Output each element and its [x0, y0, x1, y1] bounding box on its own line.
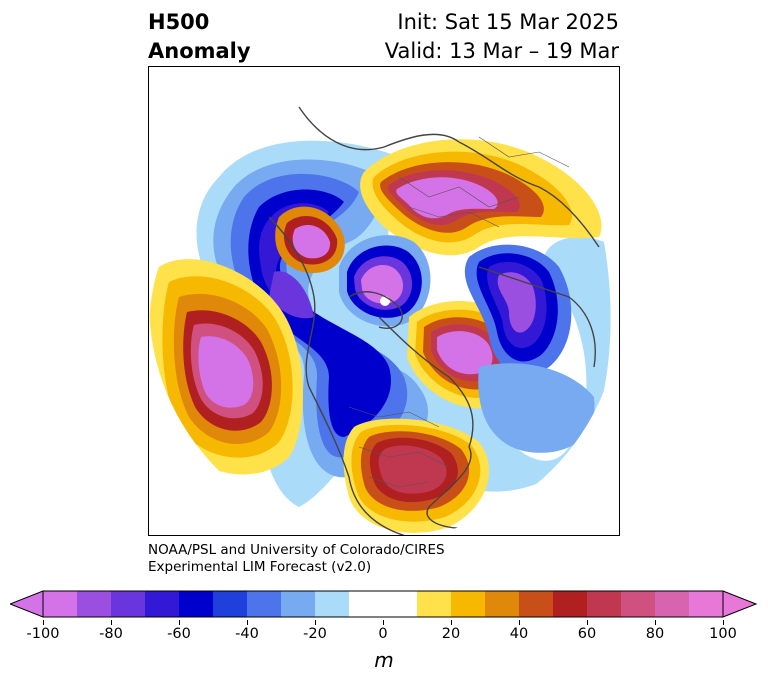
colorbar-cell	[553, 591, 588, 617]
political-borders	[348, 136, 570, 488]
eurasia-positive-anomaly	[275, 206, 345, 273]
colorbar-tick-label: -20	[303, 626, 327, 642]
map-title: H500 Anomaly	[148, 8, 251, 66]
title-quantity: Anomaly	[148, 39, 251, 63]
colorbar-cell	[383, 591, 418, 617]
colorbar-tick-mark	[247, 620, 248, 625]
colorbar-tick-mark	[383, 620, 384, 625]
colorbar-tick-mark	[43, 620, 44, 625]
colorbar-tick-label: 40	[509, 626, 529, 642]
colorbar-cell	[689, 591, 724, 617]
colorbar-high-extension	[722, 590, 758, 618]
colorbar-tick-mark	[111, 620, 112, 625]
colorbar-tick-label: 60	[577, 626, 597, 642]
colorbar-tick-mark	[655, 620, 656, 625]
canada-negative-anomaly	[464, 244, 572, 376]
colorbar-tick-mark	[587, 620, 588, 625]
colorbar-cell	[43, 591, 78, 617]
colorbar-cell	[315, 591, 350, 617]
colorbar-tick-label: -100	[26, 626, 60, 642]
colorbar-cells	[43, 591, 724, 617]
title-variable: H500	[148, 10, 210, 34]
colorbar-tick-mark	[519, 620, 520, 625]
colorbar-tick-mark	[451, 620, 452, 625]
credit-line-2: Experimental LIM Forecast (v2.0)	[148, 559, 372, 575]
colorbar-tick-label: 20	[441, 626, 461, 642]
north-america-positive-anomaly	[343, 418, 489, 533]
atlantic-negative-anomaly	[478, 363, 595, 453]
colorbar-cell	[77, 591, 112, 617]
colorbar-tick-mark	[179, 620, 180, 625]
colorbar-tick-labels: -100 -80 -60 -40 -20 0 20 40 60 80 100	[0, 626, 768, 646]
colorbar-cell	[655, 591, 690, 617]
valid-range: Valid: 13 Mar – 19 Mar	[384, 39, 619, 63]
colorbar-low-extension	[10, 590, 44, 618]
colorbar-cell	[349, 591, 384, 617]
colorbar-tick-label: 80	[645, 626, 665, 642]
pacific-positive-anomaly	[149, 259, 303, 475]
colorbar-cell	[281, 591, 316, 617]
colorbar-unit: m	[374, 648, 394, 672]
colorbar	[10, 590, 758, 618]
colorbar-tick-label: -80	[99, 626, 123, 642]
colorbar-cell	[621, 591, 656, 617]
coastlines	[268, 106, 600, 535]
colorbar-tick-label: 100	[709, 626, 737, 642]
colorbar-cell	[145, 591, 180, 617]
colorbar-tick-label: -40	[235, 626, 259, 642]
credit-line-1: NOAA/PSL and University of Colorado/CIRE…	[148, 542, 445, 558]
init-date: Init: Sat 15 Mar 2025	[397, 10, 619, 34]
anomaly-map	[148, 66, 620, 536]
colorbar-cell	[213, 591, 248, 617]
colorbar-tick-mark	[315, 620, 316, 625]
colorbar-cell	[111, 591, 146, 617]
colorbar-cell	[417, 591, 452, 617]
colorbar-tick-label: -60	[167, 626, 191, 642]
colorbar-cell	[247, 591, 282, 617]
colorbar-cell	[451, 591, 486, 617]
colorbar-outline	[42, 590, 724, 618]
colorbar-tick-label: 0	[378, 626, 388, 642]
map-date-info: Init: Sat 15 Mar 2025 Valid: 13 Mar – 19…	[385, 8, 619, 66]
colorbar-cell	[179, 591, 214, 617]
colorbar-cell	[485, 591, 520, 617]
colorbar-tick-mark	[723, 620, 724, 625]
data-credit: NOAA/PSL and University of Colorado/CIRE…	[148, 542, 445, 576]
arctic-negative-anomaly	[339, 235, 431, 327]
colorbar-cell	[587, 591, 622, 617]
map-canvas	[149, 67, 619, 535]
colorbar-cell	[519, 591, 554, 617]
